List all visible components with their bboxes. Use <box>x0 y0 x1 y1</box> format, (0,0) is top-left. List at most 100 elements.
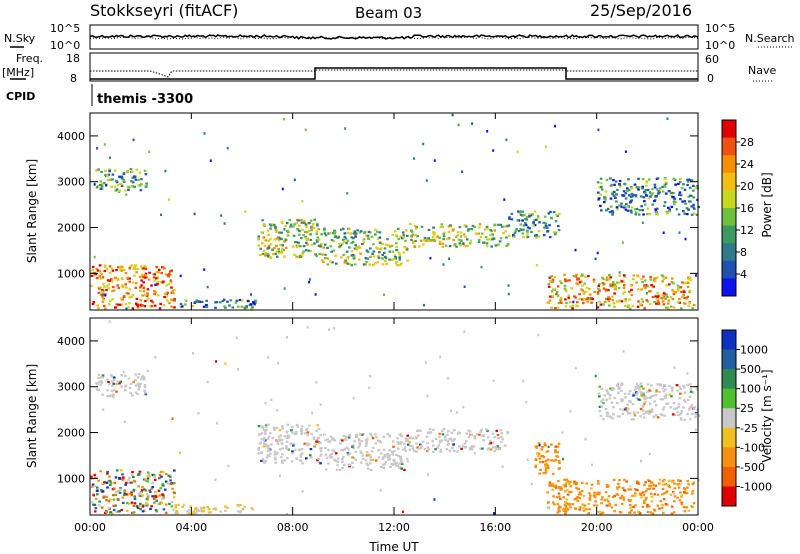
heatmap-cell <box>120 385 123 388</box>
heatmap-cell <box>633 488 637 491</box>
heatmap-cell <box>308 280 310 284</box>
heatmap-cell <box>173 299 176 302</box>
heatmap-cell <box>174 512 178 515</box>
heatmap-cell <box>374 433 377 436</box>
heatmap-cell <box>364 459 368 462</box>
heatmap-cell <box>317 460 321 464</box>
heatmap-cell <box>550 483 554 486</box>
heatmap-cell <box>111 298 114 301</box>
heatmap-cell <box>359 450 362 453</box>
heatmap-cell <box>593 291 597 294</box>
heatmap-cell <box>396 264 399 267</box>
heatmap-cell <box>135 271 138 274</box>
heatmap-cell <box>348 463 352 466</box>
heatmap-cell <box>431 236 435 239</box>
heatmap-cell <box>156 294 160 297</box>
heatmap-cell <box>635 397 639 400</box>
heatmap-cell <box>388 250 391 253</box>
heatmap-cell <box>677 483 680 486</box>
heatmap-cell <box>670 191 673 194</box>
heatmap-cell <box>617 486 621 489</box>
heatmap-cell <box>457 238 461 241</box>
heatmap-cell <box>589 293 592 296</box>
heatmap-cell <box>263 223 266 226</box>
heatmap-cell <box>319 245 323 248</box>
heatmap-cell <box>285 430 289 433</box>
heatmap-cell <box>202 510 206 513</box>
heatmap-cell <box>493 223 496 226</box>
heatmap-cell <box>397 251 401 254</box>
heatmap-cell <box>398 433 402 436</box>
heatmap-cell <box>283 255 286 258</box>
heatmap-cell <box>613 283 617 286</box>
heatmap-cell <box>341 460 344 464</box>
heatmap-cell <box>689 418 692 421</box>
heatmap-cell <box>345 241 348 245</box>
heatmap-cell <box>452 238 455 241</box>
heatmap-cell <box>676 287 680 291</box>
heatmap-cell <box>625 190 629 193</box>
heatmap-cell <box>99 184 102 187</box>
heatmap-cell <box>625 480 628 483</box>
heatmap-cell <box>305 428 308 432</box>
heatmap-cell <box>277 247 280 251</box>
heatmap-cell <box>487 238 491 241</box>
heatmap-cell <box>691 492 694 495</box>
heatmap-cell <box>106 179 110 182</box>
heatmap-cell <box>303 219 306 222</box>
heatmap-cell <box>571 307 574 310</box>
heatmap-cell <box>555 486 558 489</box>
heatmap-cell <box>657 301 660 304</box>
heatmap-cell <box>661 280 664 283</box>
heatmap-cell <box>654 277 657 280</box>
heatmap-cell <box>633 414 637 417</box>
heatmap-cell <box>611 417 615 420</box>
heatmap-cell <box>605 209 608 212</box>
heatmap-cell <box>624 208 628 211</box>
heatmap-cell <box>350 264 353 267</box>
heatmap-cell <box>317 457 320 460</box>
heatmap-cell <box>226 146 229 150</box>
heatmap-cell <box>280 220 284 223</box>
heatmap-cell <box>392 458 395 462</box>
heatmap-cell <box>106 486 109 489</box>
heatmap-cell <box>635 382 638 386</box>
heatmap-cell <box>465 238 469 241</box>
heatmap-cell <box>143 305 147 308</box>
heatmap-cell <box>447 430 450 433</box>
heatmap-cell <box>354 232 358 235</box>
heatmap-cell <box>662 231 665 234</box>
heatmap-cell <box>331 437 335 440</box>
heatmap-cell <box>306 444 309 447</box>
heatmap-cell <box>115 510 118 513</box>
heatmap-cell <box>155 283 159 286</box>
heatmap-cell <box>94 497 98 500</box>
heatmap-cell <box>97 376 100 380</box>
heatmap-cell <box>631 304 635 308</box>
heatmap-cell <box>189 505 192 508</box>
heatmap-cell <box>319 403 322 406</box>
heatmap-cell <box>134 286 138 289</box>
heatmap-cell <box>260 231 264 234</box>
heatmap-cell <box>414 240 417 243</box>
heatmap-cell <box>610 506 614 509</box>
heatmap-cell <box>672 401 676 405</box>
heatmap-cell <box>590 301 593 304</box>
heatmap-cell <box>458 225 462 229</box>
heatmap-cell <box>299 245 302 248</box>
colorbar-tick-label: -100 <box>740 441 765 454</box>
heatmap-cell <box>651 203 654 206</box>
heatmap-cell <box>644 481 647 484</box>
heatmap-cell <box>622 194 626 197</box>
heatmap-cell <box>465 432 468 435</box>
heatmap-cell <box>641 409 645 412</box>
heatmap-cell <box>617 287 621 290</box>
heatmap-cell <box>569 506 572 509</box>
heatmap-cell <box>281 425 284 428</box>
heatmap-cell <box>598 410 602 413</box>
heatmap-cell <box>497 448 501 451</box>
heatmap-cell <box>205 299 208 302</box>
heatmap-cell <box>234 301 238 304</box>
heatmap-cell <box>521 219 524 222</box>
heatmap-cell <box>481 447 484 450</box>
